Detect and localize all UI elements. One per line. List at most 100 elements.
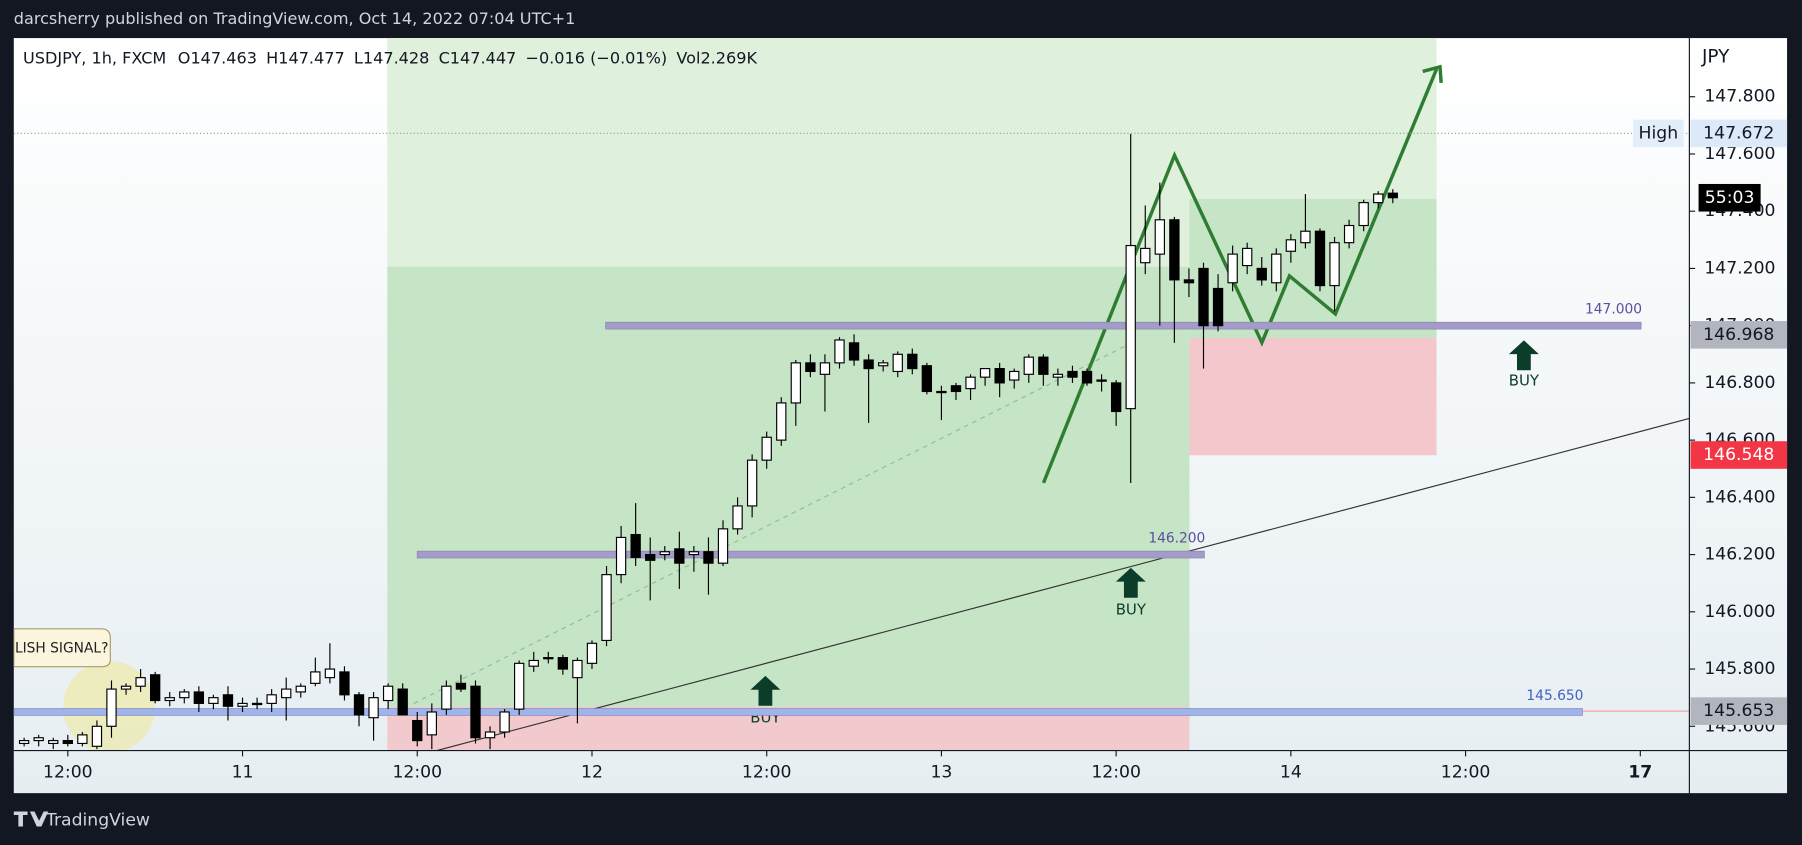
y-tick-label: 147.200 <box>1704 258 1775 278</box>
x-tick-label: 12 <box>581 762 603 782</box>
candle-body <box>295 685 306 693</box>
candle-body <box>310 671 321 684</box>
candle-body <box>863 359 874 370</box>
candle-body <box>499 711 510 733</box>
candle-body <box>1358 202 1369 227</box>
candle-body <box>266 694 277 704</box>
candle-body <box>281 688 292 699</box>
candle-body <box>615 536 627 576</box>
x-tick-label: 17 <box>1628 762 1652 782</box>
profit-zone <box>387 266 1190 707</box>
candle-body <box>208 697 219 704</box>
level-label: 147.000 <box>1585 302 1642 318</box>
candle-body <box>470 685 481 739</box>
candle-body <box>1387 192 1398 199</box>
candle-body <box>659 551 670 556</box>
candle-body <box>251 702 263 706</box>
candle-body <box>1373 193 1384 204</box>
candle-body <box>1271 253 1282 284</box>
candle-body <box>1256 267 1267 281</box>
candle-body <box>1081 370 1093 384</box>
candle-body <box>732 505 743 530</box>
price-badge <box>1690 441 1788 469</box>
legend-value: H147.477 <box>266 48 345 67</box>
x-tick-label: 11 <box>232 762 254 782</box>
candle-body <box>528 659 539 667</box>
price-badge-label: 147.672 <box>1703 123 1774 143</box>
x-tick-label: 12:00 <box>1091 762 1141 782</box>
candle-body <box>1285 239 1297 252</box>
countdown-badge <box>1698 183 1761 212</box>
candle-body <box>1169 219 1180 281</box>
candle-body <box>848 342 860 361</box>
candle-body <box>1314 230 1326 287</box>
y-tick-label: 147.600 <box>1704 144 1775 164</box>
candle-body <box>1038 356 1049 375</box>
candle-body <box>878 362 889 367</box>
legend-value: C147.447 <box>439 48 517 67</box>
projection-path <box>1041 68 1439 484</box>
candle-body <box>149 674 161 702</box>
candle-body <box>557 657 569 670</box>
x-tick-label: 12:00 <box>1441 762 1491 782</box>
candle-body <box>412 719 423 742</box>
candle-body <box>1300 230 1311 244</box>
candle-body <box>1096 379 1107 382</box>
candle-body <box>441 685 452 710</box>
candle-body <box>1009 370 1020 381</box>
levels: 147.000 146.200 145.650 <box>13 132 1690 716</box>
legend: USDJPY, 1h, FXCM O147.463 H147.477 L147.428… <box>23 48 757 67</box>
candle-body <box>62 740 73 745</box>
candle-body <box>950 385 962 393</box>
buy-label: BUY <box>1509 372 1540 390</box>
candle-body <box>1329 242 1340 287</box>
high-badge-label: High <box>1639 123 1679 143</box>
y-tick-label: 146.000 <box>1704 602 1775 622</box>
candle-body <box>237 702 248 707</box>
trend-line <box>436 417 1690 751</box>
candle-body <box>1052 373 1064 378</box>
candle-body <box>572 659 583 679</box>
candle-body <box>776 402 787 441</box>
price-badge-label: 146.968 <box>1703 325 1774 345</box>
currency: JPY <box>1701 47 1730 68</box>
candle-body <box>1125 244 1136 410</box>
buy-arrow <box>750 675 781 706</box>
callout <box>13 628 111 668</box>
candle-body <box>1212 287 1224 327</box>
candle-body <box>994 368 1005 384</box>
candle-body <box>193 691 205 704</box>
candle-body <box>1343 224 1355 244</box>
level-band <box>605 321 1642 330</box>
legend-value: L147.428 <box>354 48 429 67</box>
price-badge <box>1690 697 1788 725</box>
candle-body <box>586 642 598 664</box>
candle-body <box>790 362 801 404</box>
candle-body <box>382 685 394 702</box>
candle-body <box>1227 253 1238 284</box>
level-label: 145.650 <box>1526 688 1583 704</box>
candle-body <box>819 362 831 375</box>
y-tick-label: 145.800 <box>1704 659 1775 679</box>
candle-body <box>1154 219 1165 255</box>
candle-body <box>353 694 365 716</box>
x-tick-label: 13 <box>930 762 952 782</box>
candle-body <box>717 528 729 564</box>
candle-body <box>33 737 44 742</box>
stop-zone <box>1189 338 1437 456</box>
high-badge <box>1633 119 1684 148</box>
logo <box>13 811 49 827</box>
candle-body <box>324 668 336 679</box>
countdown: 55:03 <box>1705 188 1755 208</box>
candle-body <box>455 682 467 690</box>
candle-body <box>703 551 714 564</box>
drawings: LISH SIGNAL? BUY BUY BUY 147.000146.2001… <box>13 38 1690 751</box>
candle-body <box>921 365 933 393</box>
candle-body <box>1242 247 1253 267</box>
candle-body <box>514 662 525 710</box>
legend-value: Vol2.269K <box>676 48 757 67</box>
candle-body <box>645 554 656 561</box>
price-badge-label: 145.653 <box>1703 701 1774 721</box>
candle-body <box>630 533 641 559</box>
